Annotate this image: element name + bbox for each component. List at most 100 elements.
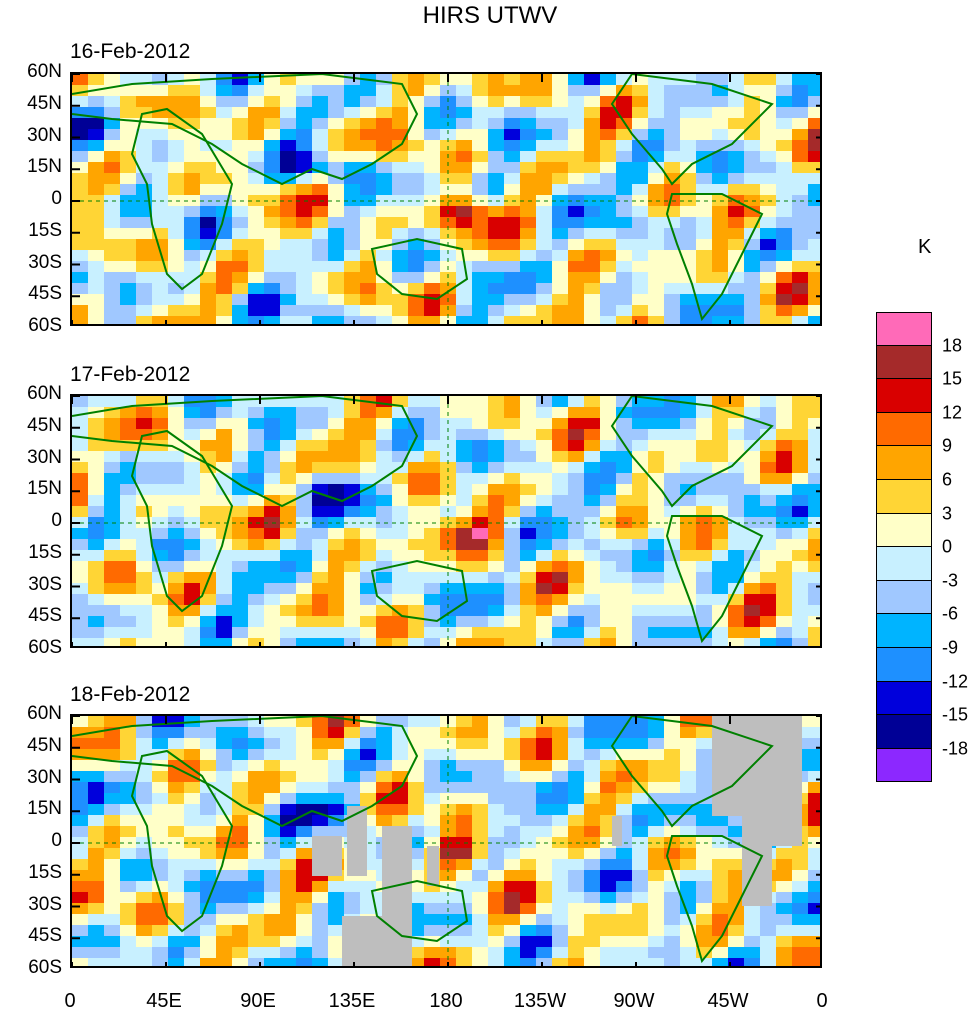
map-panel-3	[70, 714, 822, 968]
field-cell	[584, 396, 601, 408]
field-cell	[504, 804, 521, 816]
field-cell	[600, 429, 617, 441]
field-cell	[184, 627, 201, 639]
field-cell	[104, 473, 121, 485]
field-cell	[536, 594, 553, 606]
field-cell	[728, 429, 745, 441]
field-cell	[360, 162, 377, 174]
field-cell	[88, 793, 105, 805]
field-cell	[552, 815, 569, 827]
field-cell	[280, 440, 297, 452]
field-cell	[152, 396, 169, 408]
field-cell	[472, 936, 489, 948]
field-cell	[72, 272, 89, 284]
field-cell	[232, 283, 249, 295]
field-cell	[328, 716, 345, 728]
field-cell	[584, 451, 601, 463]
field-cell	[472, 583, 489, 595]
field-cell	[792, 859, 809, 871]
field-cell	[184, 727, 201, 739]
field-cell	[152, 506, 169, 518]
field-cell	[648, 539, 665, 551]
colorbar-label: 15	[942, 368, 963, 389]
field-cell	[584, 206, 601, 218]
field-cell	[392, 272, 409, 284]
field-cell	[360, 848, 377, 860]
field-cell	[520, 528, 537, 540]
field-cell	[456, 616, 473, 628]
field-cell	[600, 936, 617, 948]
field-cell	[216, 173, 233, 185]
field-cell	[664, 184, 681, 196]
field-cell	[392, 550, 409, 562]
field-cell	[472, 294, 489, 306]
field-cell	[328, 605, 345, 617]
field-cell	[440, 870, 457, 882]
field-cell	[296, 316, 313, 324]
field-cell	[472, 716, 489, 728]
field-cell	[744, 583, 761, 595]
field-cell	[488, 118, 505, 130]
field-cell	[520, 217, 537, 229]
field-cell	[184, 316, 201, 324]
field-cell	[728, 305, 745, 317]
field-cell	[136, 261, 153, 273]
field-cell	[88, 528, 105, 540]
field-cell	[440, 804, 457, 816]
field-cell	[472, 140, 489, 152]
field-cell	[328, 162, 345, 174]
field-cell	[216, 903, 233, 915]
field-cell	[760, 173, 777, 185]
field-cell	[120, 217, 137, 229]
field-cell	[344, 173, 361, 185]
field-cell	[520, 561, 537, 573]
field-cell	[136, 638, 153, 646]
field-cell	[520, 440, 537, 452]
field-cell	[168, 716, 185, 728]
field-cell	[808, 473, 820, 485]
field-cell	[344, 451, 361, 463]
field-cell	[216, 107, 233, 119]
field-cell	[296, 451, 313, 463]
coastline	[130, 749, 234, 933]
field-cell	[808, 892, 820, 904]
field-cell	[488, 85, 505, 97]
field-cell	[360, 228, 377, 240]
field-cell	[232, 85, 249, 97]
field-cell	[568, 561, 585, 573]
field-cell	[456, 250, 473, 262]
field-cell	[168, 118, 185, 130]
field-cell	[264, 206, 281, 218]
field-cell	[536, 892, 553, 904]
field-cell	[600, 451, 617, 463]
field-cell	[696, 451, 713, 463]
field-cell	[216, 771, 233, 783]
field-cell	[520, 572, 537, 584]
field-cell	[88, 870, 105, 882]
field-cell	[504, 594, 521, 606]
field-cell	[376, 451, 393, 463]
field-cell	[488, 716, 505, 728]
field-cell	[712, 250, 729, 262]
field-cell	[280, 583, 297, 595]
field-cell	[472, 129, 489, 141]
field-cell	[216, 716, 233, 728]
field-cell	[584, 594, 601, 606]
field-cell	[376, 429, 393, 441]
field-cell	[280, 727, 297, 739]
lat-label: 15S	[28, 541, 62, 563]
field-cell	[296, 305, 313, 317]
field-cell	[600, 848, 617, 860]
field-cell	[232, 583, 249, 595]
field-cell	[472, 539, 489, 551]
field-cell	[168, 305, 185, 317]
field-cell	[72, 118, 89, 130]
field-cell	[712, 550, 729, 562]
field-cell	[808, 184, 820, 196]
field-cell	[600, 184, 617, 196]
field-cell	[680, 760, 697, 772]
map-panel-1	[70, 72, 822, 326]
field-cell	[280, 228, 297, 240]
field-cell	[296, 294, 313, 306]
field-cell	[104, 429, 121, 441]
